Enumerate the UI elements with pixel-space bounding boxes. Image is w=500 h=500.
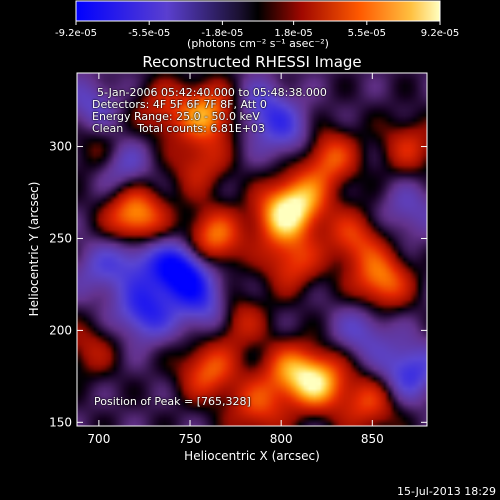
energy-range-text: Energy Range: 25.0 - 50.0 keV [92,110,260,123]
colorbar-tick-label: -1.8e-05 [201,28,243,39]
colorbar-unit-label: (photons cm⁻² s⁻¹ asec⁻²) [187,37,329,50]
y-tick-label: 150 [49,415,72,429]
colorbar-tick-label: 9.2e-05 [421,28,459,39]
detectors-text: Detectors: 4F 5F 6F 7F 8F, Att 0 [92,98,267,111]
colorbar-tick-label: -5.5e-05 [128,28,170,39]
clean-counts-text: Clean Total counts: 6.81E+03 [92,122,266,135]
y-axis-label: Heliocentric Y (arcsec) [27,182,41,317]
chart-title: Reconstructed RHESSI Image [142,53,361,71]
x-tick-label: 750 [179,432,202,446]
x-axis-label: Heliocentric X (arcsec) [184,449,320,463]
y-axis-ticks: 150 200 250 300 [49,140,72,430]
y-tick-label: 200 [49,323,72,337]
x-tick-label: 850 [361,432,384,446]
x-axis-ticks: 700 750 800 850 [87,432,383,446]
colorbar-ticks: -9.2e-05 -5.5e-05 -1.8e-05 1.8e-05 5.5e-05 9.… [55,21,459,39]
colorbar [75,0,441,22]
y-tick-label: 250 [49,231,72,245]
colorbar-tick-label: -9.2e-05 [55,28,97,39]
colorbar-tick-label: 1.8e-05 [274,28,312,39]
x-tick-label: 800 [270,432,293,446]
y-tick-label: 300 [49,140,72,154]
x-tick-label: 700 [87,432,110,446]
footer-timestamp: 15-Jul-2013 18:29 [396,485,496,498]
time-range-text: 5-Jan-2006 05:42:40.000 to 05:48:38.000 [97,86,327,99]
colorbar-tick-label: 5.5e-05 [348,28,386,39]
peak-position-text: Position of Peak = [765,328] [94,395,251,408]
